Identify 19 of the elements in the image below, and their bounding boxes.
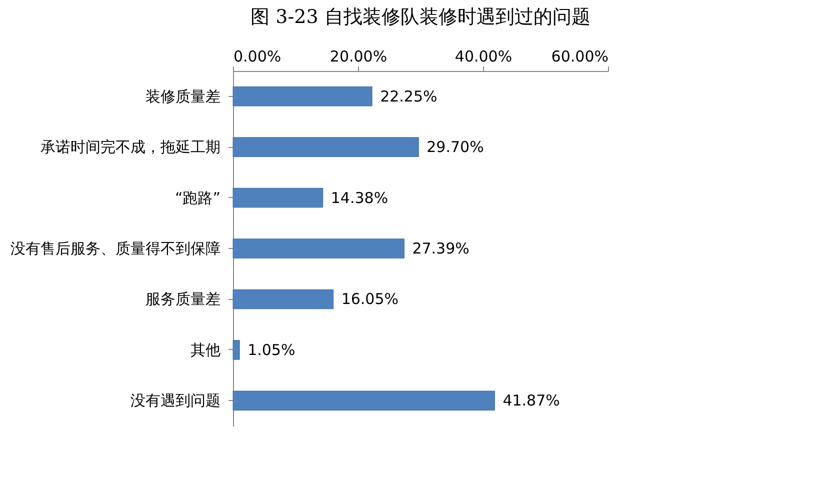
y-tick-label: 没有售后服务、质量得不到保障 (10, 240, 220, 258)
x-tick-label: 20.00% (330, 48, 388, 66)
data-label: 29.70% (426, 138, 484, 156)
y-tick-label: 没有遇到问题 (130, 392, 220, 410)
data-label: 27.39% (412, 240, 470, 258)
y-tick-label: 装修质量差 (146, 87, 220, 106)
y-tick-label: 服务质量差 (146, 290, 220, 308)
x-tick-label: 60.00% (551, 48, 608, 66)
y-tick-label: “跑路” (174, 188, 220, 207)
data-label: 16.05% (341, 290, 399, 308)
data-label: 41.87% (502, 392, 560, 410)
data-label: 22.25% (380, 87, 438, 106)
y-tick-label: 其他 (190, 340, 220, 359)
x-tick-label: 40.00% (454, 48, 512, 66)
x-tick-label: 0.00% (234, 48, 282, 66)
data-label: 14.38% (330, 188, 388, 207)
chart-title: 图 3-23 自找装修队装修时遇到过的问题 (250, 6, 590, 28)
y-tick-label: 承诺时间完不成，拖延工期 (40, 138, 220, 156)
data-label: 1.05% (248, 340, 296, 359)
